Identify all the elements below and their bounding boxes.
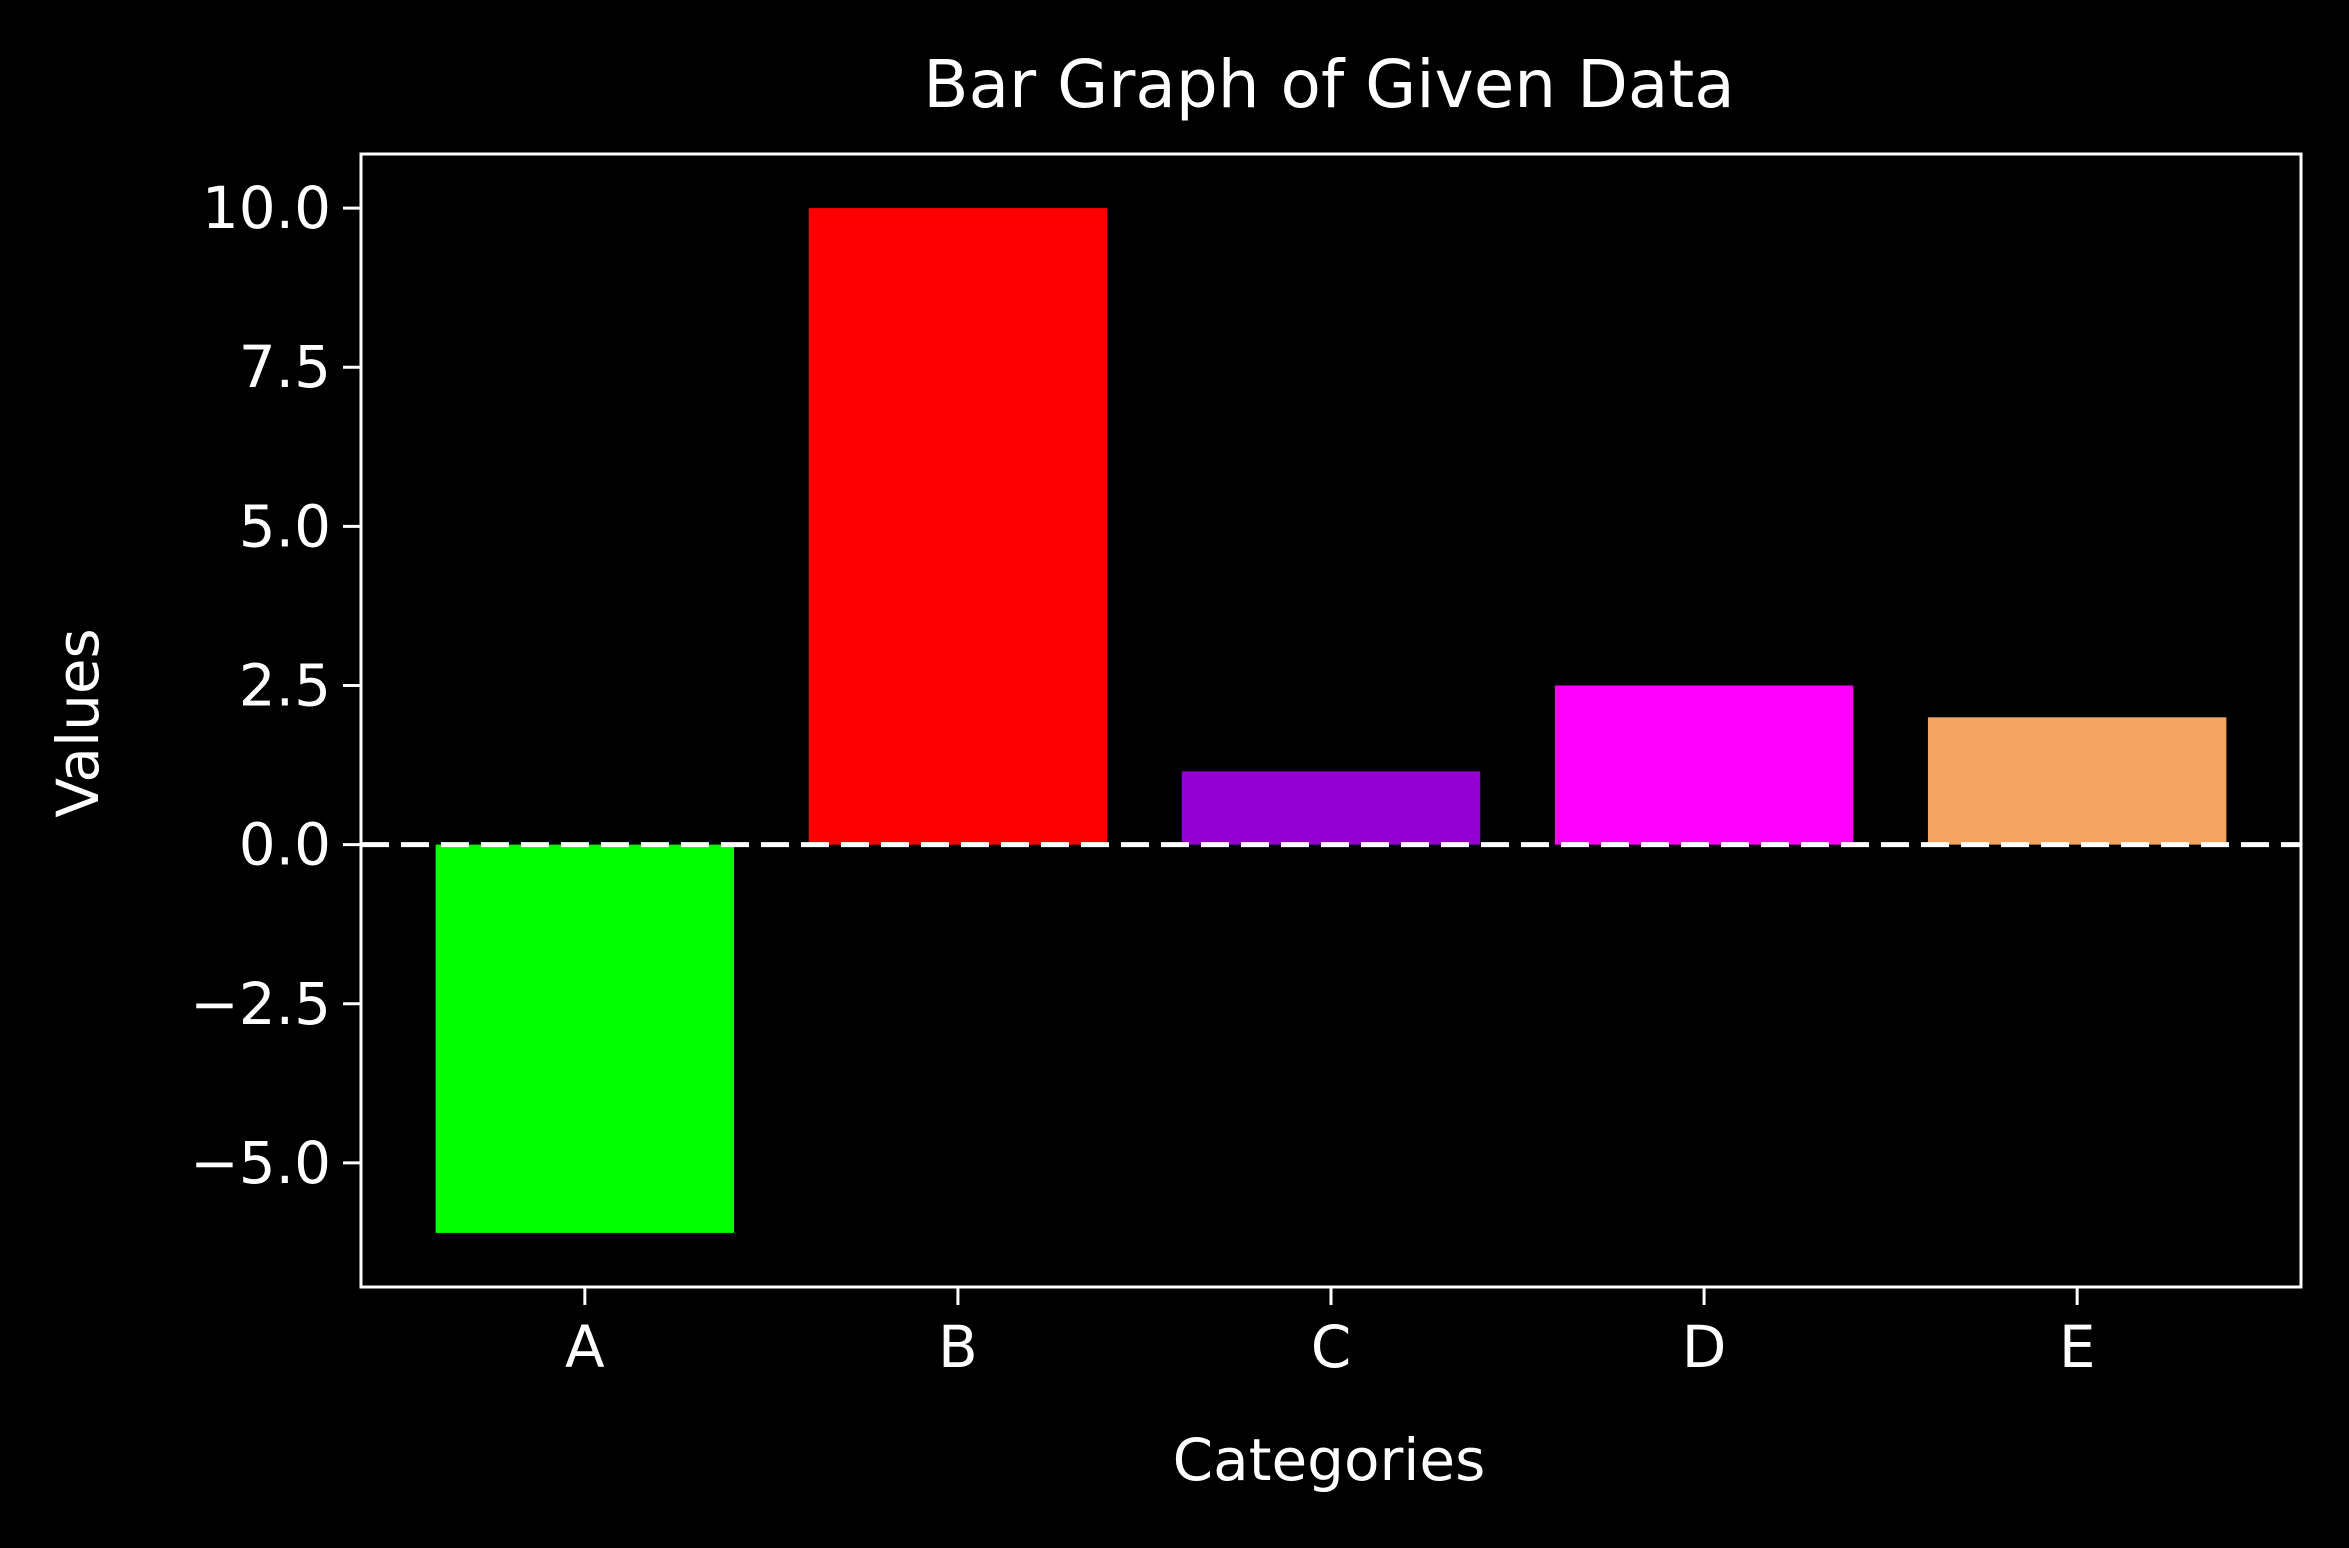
bar-b: [808, 208, 1108, 845]
y-tick-label: −5.0: [190, 1129, 331, 1197]
chart-title: Bar Graph of Given Data: [923, 46, 1734, 123]
y-tick-label: 5.0: [239, 492, 331, 560]
x-tick-label: E: [2059, 1313, 2096, 1381]
bars-group: [435, 208, 2227, 1233]
y-tick-label: 2.5: [239, 651, 331, 719]
bar-c: [1181, 771, 1481, 845]
x-tick-label: C: [1311, 1313, 1352, 1381]
x-tick-label: A: [565, 1313, 605, 1381]
y-axis-label: Values: [44, 628, 112, 818]
y-tick-label: −2.5: [190, 970, 331, 1038]
bar-d: [1554, 685, 1854, 845]
bar-e: [1927, 717, 2227, 845]
y-tick-label: 10.0: [202, 174, 331, 242]
plot-area: −5.0 −2.5 0.0 2.5 5.0 7.5 10.0 A B C D E: [190, 152, 2303, 1381]
bar-a: [435, 844, 735, 1233]
x-tick-label: B: [938, 1313, 978, 1381]
x-axis-ticks: A B C D E: [565, 1287, 2095, 1381]
y-axis-ticks: −5.0 −2.5 0.0 2.5 5.0 7.5 10.0: [190, 174, 361, 1197]
y-tick-label: 7.5: [239, 333, 331, 401]
x-tick-label: D: [1682, 1313, 1727, 1381]
x-axis-label: Categories: [1173, 1426, 1486, 1494]
y-tick-label: 0.0: [239, 811, 331, 879]
